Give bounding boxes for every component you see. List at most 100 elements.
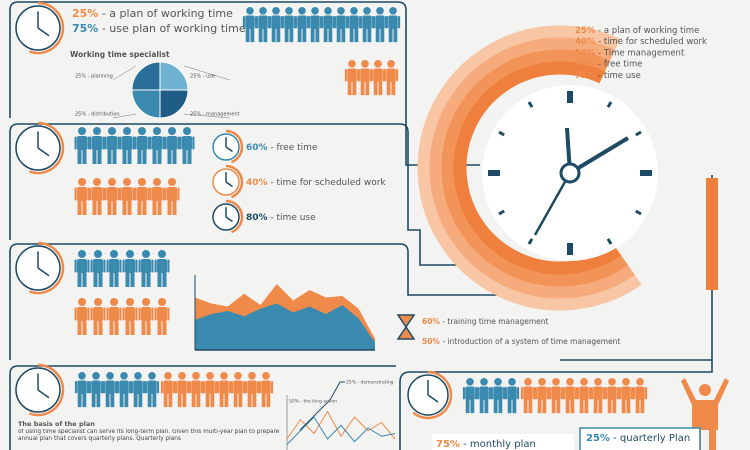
person-arm (129, 381, 132, 394)
person-leg (91, 392, 96, 408)
person-leg (93, 320, 98, 335)
person-head (78, 127, 86, 135)
person-icon (268, 7, 284, 43)
person-leg (157, 272, 162, 287)
person-leg (77, 392, 82, 408)
person-body (109, 259, 119, 273)
person-arm (357, 69, 360, 82)
line-label: 25% - demonstrating (346, 380, 394, 386)
person-arm (119, 259, 122, 273)
stat-label: - monthly plan (460, 439, 536, 450)
person-body (349, 15, 359, 29)
person-arm (134, 136, 137, 150)
person-leg (626, 398, 631, 414)
plan-box (432, 434, 574, 450)
person-head (93, 127, 101, 135)
stat-text: 25% - a plan of working time (575, 26, 699, 36)
person-arm (174, 381, 177, 394)
person-leg (498, 398, 503, 414)
line-label: 50% - the king action (289, 399, 337, 405)
stat-percent: 60% (422, 317, 440, 326)
person-arm (188, 381, 191, 394)
person-icon (102, 372, 118, 408)
person-head (508, 378, 516, 386)
person-leg (570, 398, 575, 414)
person-leg (263, 27, 268, 43)
person-arm (160, 381, 163, 394)
stat-text: 75% - use plan of working time (72, 22, 246, 35)
stat-text: 75% - time use (575, 70, 641, 80)
clock-arc (225, 164, 244, 199)
person-leg (182, 149, 187, 164)
person-body (219, 380, 229, 394)
person-arm (154, 259, 157, 273)
clock-tick (635, 130, 642, 137)
person-body (258, 15, 268, 29)
person-head (123, 127, 131, 135)
person-leg (579, 398, 584, 414)
person-icon (74, 178, 90, 215)
person-arm (87, 259, 90, 273)
person-body (523, 386, 533, 400)
person-body (177, 380, 187, 394)
person-icon (202, 372, 218, 408)
person-arm (89, 136, 92, 150)
person-arm (618, 387, 621, 400)
person-arm (90, 307, 93, 321)
person-leg (93, 272, 98, 287)
person-leg (612, 398, 617, 414)
hourglass (396, 314, 416, 340)
person-head (134, 372, 142, 380)
person-head (138, 178, 146, 186)
person-icon (476, 378, 492, 414)
person-leg (147, 392, 152, 408)
person-head (168, 127, 176, 135)
person-body (297, 15, 307, 29)
person-head (108, 127, 116, 135)
person-arm (255, 16, 258, 29)
person-leg (380, 27, 385, 43)
stat-text: 80% - time use (246, 213, 316, 223)
person-body (77, 259, 87, 273)
person-leg (354, 27, 359, 43)
person-arm (489, 387, 492, 400)
person-leg (386, 80, 391, 96)
person-icon (104, 127, 120, 164)
person-leg (114, 272, 119, 287)
person-leg (512, 398, 517, 414)
person-arm (632, 387, 635, 400)
person-leg (258, 27, 263, 43)
person-leg (349, 27, 354, 43)
panel-border (399, 175, 713, 450)
person-icon (618, 378, 634, 414)
person-leg (152, 149, 157, 164)
person-head (350, 7, 358, 15)
person-icon (307, 7, 323, 43)
person-leg (107, 149, 112, 164)
person-arm (149, 187, 152, 201)
person-head (126, 298, 134, 306)
person-arm (385, 16, 388, 29)
clock-center (559, 162, 581, 184)
person-body (163, 380, 173, 394)
person-head (552, 378, 560, 386)
person-head (93, 178, 101, 186)
person-body (167, 136, 177, 150)
person-leg (122, 149, 127, 164)
person-head (580, 378, 588, 386)
panel-border (9, 243, 565, 360)
person-leg (82, 272, 87, 287)
person-icon (122, 298, 138, 335)
person-leg (593, 398, 598, 414)
person-leg (172, 149, 177, 164)
person-leg (96, 392, 101, 408)
person-icon (576, 378, 592, 414)
person-leg (125, 320, 130, 335)
clock-arc (29, 1, 65, 55)
person-head (183, 127, 191, 135)
person-arm (344, 69, 347, 82)
pie-leader (184, 113, 231, 119)
person-arm (151, 307, 154, 321)
person-arm (87, 381, 90, 394)
clock-arc (225, 199, 244, 234)
